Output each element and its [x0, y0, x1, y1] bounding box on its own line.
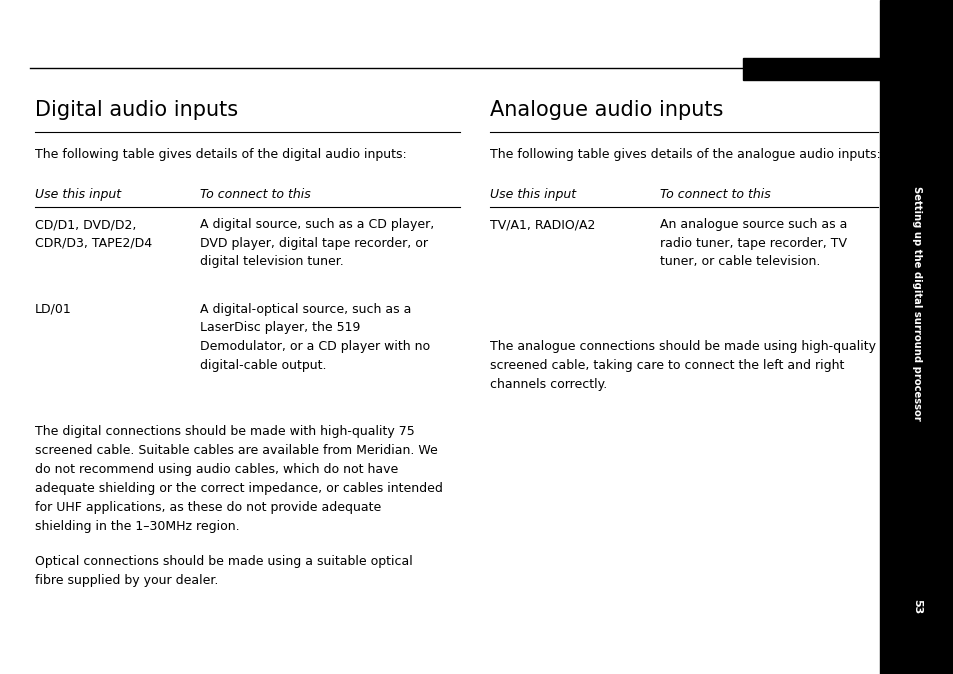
Text: A digital source, such as a CD player,
DVD player, digital tape recorder, or
dig: A digital source, such as a CD player, D… [200, 218, 434, 268]
Text: To connect to this: To connect to this [200, 188, 311, 201]
Text: The digital connections should be made with high-quality 75
screened cable. Suit: The digital connections should be made w… [35, 425, 442, 533]
Text: LD/01: LD/01 [35, 303, 71, 316]
Text: Use this input: Use this input [490, 188, 576, 201]
Text: A digital-optical source, such as a
LaserDisc player, the 519
Demodulator, or a : A digital-optical source, such as a Lase… [200, 303, 430, 371]
Text: Digital audio inputs: Digital audio inputs [35, 100, 238, 120]
Text: An analogue source such as a
radio tuner, tape recorder, TV
tuner, or cable tele: An analogue source such as a radio tuner… [659, 218, 846, 268]
Text: Use this input: Use this input [35, 188, 121, 201]
Text: TV/A1, RADIO/A2: TV/A1, RADIO/A2 [490, 218, 595, 231]
Bar [742, 58, 879, 80]
Bar [879, 0, 953, 674]
Text: Setting up the digital surround processor: Setting up the digital surround processo… [911, 186, 921, 421]
Text: CD/D1, DVD/D2,
CDR/D3, TAPE2/D4: CD/D1, DVD/D2, CDR/D3, TAPE2/D4 [35, 218, 152, 249]
Text: The analogue connections should be made using high-quality
screened cable, takin: The analogue connections should be made … [490, 340, 875, 391]
Text: Optical connections should be made using a suitable optical
fibre supplied by yo: Optical connections should be made using… [35, 555, 413, 587]
Text: Analogue audio inputs: Analogue audio inputs [490, 100, 722, 120]
Text: To connect to this: To connect to this [659, 188, 770, 201]
Text: 53: 53 [911, 599, 921, 614]
Text: The following table gives details of the digital audio inputs:: The following table gives details of the… [35, 148, 406, 161]
Text: The following table gives details of the analogue audio inputs:: The following table gives details of the… [490, 148, 880, 161]
